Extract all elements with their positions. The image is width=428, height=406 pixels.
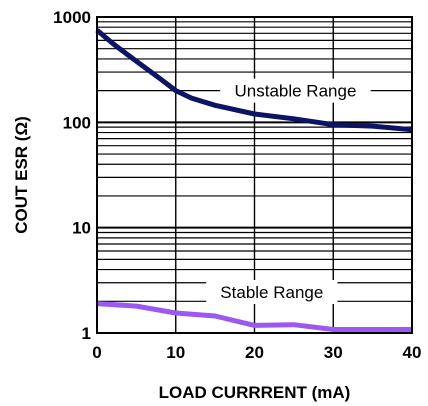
y-tick-label: 1 <box>82 324 91 343</box>
x-tick-label: 0 <box>92 343 101 362</box>
x-tick-label: 30 <box>324 343 343 362</box>
x-tick-label: 20 <box>245 343 264 362</box>
y-tick-label: 10 <box>72 219 91 238</box>
x-tick-labels: 0 10 20 30 40 <box>92 343 421 362</box>
series-group <box>95 28 413 332</box>
stable-range-label: Stable Range <box>220 283 323 302</box>
y-tick-labels: 1 10 100 1000 <box>53 8 91 343</box>
annotations: Unstable Range Stable Range <box>206 78 371 305</box>
series-line-1 <box>95 28 413 133</box>
unstable-range-label: Unstable Range <box>234 82 356 101</box>
y-tick-label: 100 <box>63 113 91 132</box>
y-axis-label: COUT ESR (Ω) <box>12 116 31 234</box>
x-tick-label: 40 <box>403 343 422 362</box>
series-line-2 <box>96 301 412 332</box>
region-label-bg <box>206 280 338 305</box>
plot-frame <box>96 16 413 334</box>
region-label-bg <box>220 78 371 103</box>
x-axis-label: LOAD CURRRENT (mA) <box>159 383 351 402</box>
y-tick-label: 1000 <box>53 8 91 27</box>
x-tick-label: 10 <box>166 343 185 362</box>
